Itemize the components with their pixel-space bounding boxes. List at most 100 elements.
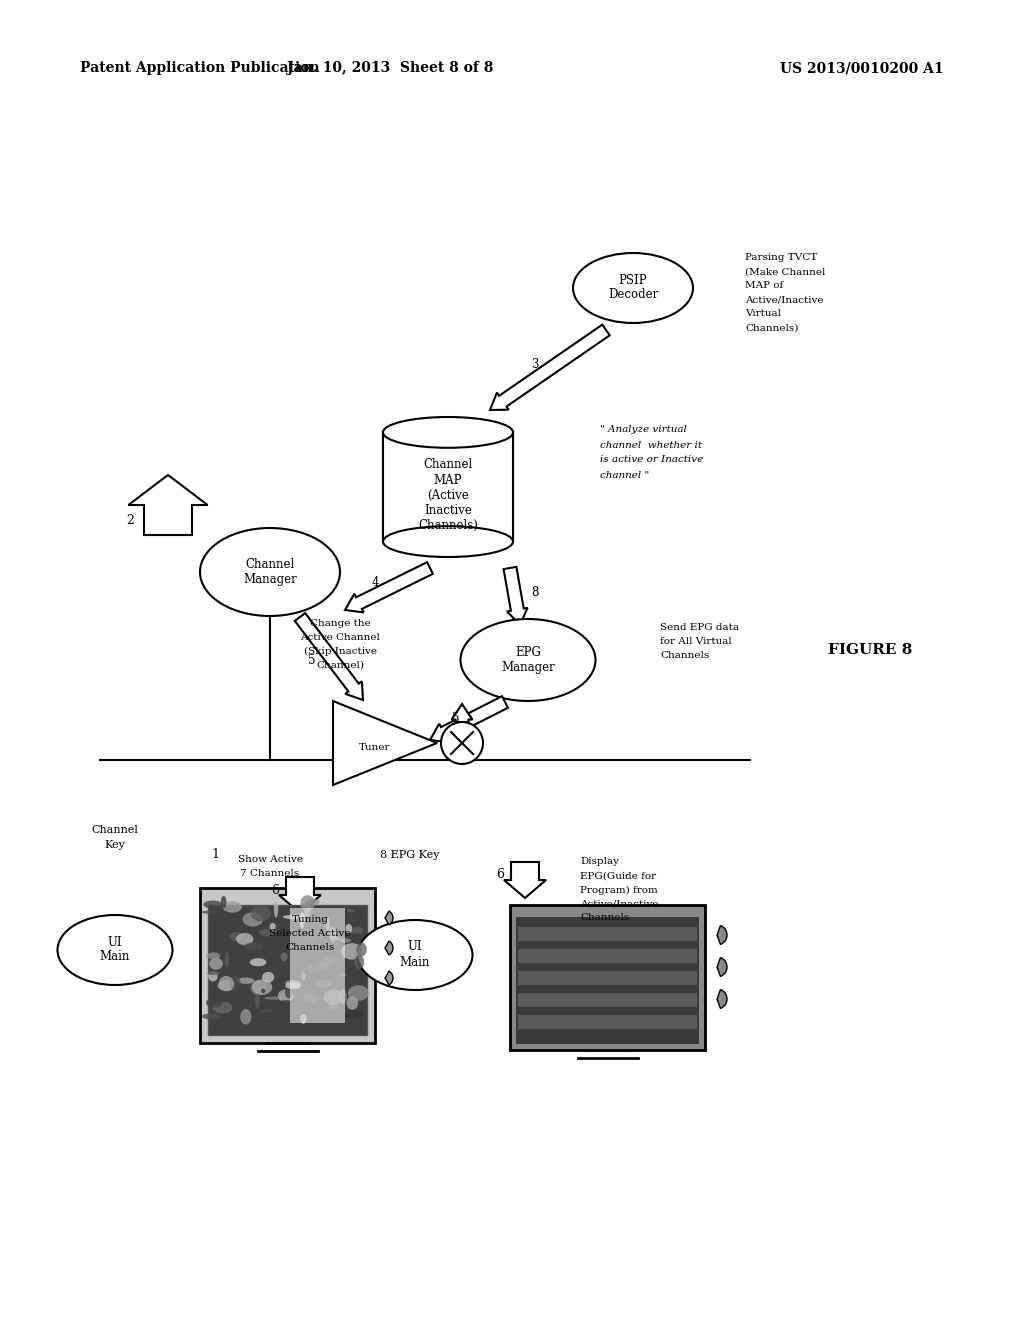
- Ellipse shape: [218, 981, 236, 991]
- Text: Parsing TVCT: Parsing TVCT: [745, 253, 817, 263]
- Ellipse shape: [257, 1008, 274, 1020]
- FancyBboxPatch shape: [518, 972, 697, 985]
- Ellipse shape: [229, 975, 241, 991]
- Text: Active Channel: Active Channel: [300, 632, 380, 642]
- FancyBboxPatch shape: [208, 906, 367, 1035]
- Polygon shape: [128, 475, 208, 535]
- Text: 5: 5: [308, 653, 315, 667]
- Ellipse shape: [300, 1014, 306, 1024]
- Ellipse shape: [244, 942, 263, 950]
- Ellipse shape: [354, 954, 365, 969]
- Text: Channel): Channel): [316, 660, 364, 669]
- Ellipse shape: [286, 1007, 302, 1018]
- Ellipse shape: [312, 946, 319, 952]
- Text: Tuner: Tuner: [359, 743, 391, 752]
- Ellipse shape: [209, 958, 223, 970]
- Text: Main: Main: [399, 956, 430, 969]
- FancyBboxPatch shape: [516, 917, 699, 1044]
- Text: (Skip Inactive: (Skip Inactive: [303, 647, 377, 656]
- Text: Channels: Channels: [660, 652, 710, 660]
- Text: Channel: Channel: [246, 557, 295, 570]
- Ellipse shape: [345, 924, 352, 933]
- Ellipse shape: [329, 927, 336, 941]
- Ellipse shape: [383, 417, 513, 447]
- Ellipse shape: [243, 912, 263, 927]
- Text: " Analyze virtual: " Analyze virtual: [600, 425, 687, 434]
- Text: FIGURE 8: FIGURE 8: [827, 643, 912, 657]
- Text: PSIP: PSIP: [618, 273, 647, 286]
- Ellipse shape: [200, 528, 340, 616]
- Polygon shape: [504, 566, 527, 624]
- Text: Send EPG data: Send EPG data: [660, 623, 739, 632]
- Ellipse shape: [262, 972, 274, 982]
- Wedge shape: [385, 911, 393, 925]
- Text: MAP of: MAP of: [745, 281, 783, 290]
- Wedge shape: [717, 957, 727, 977]
- Ellipse shape: [279, 961, 291, 965]
- Ellipse shape: [339, 989, 347, 1005]
- Text: Jan. 10, 2013  Sheet 8 of 8: Jan. 10, 2013 Sheet 8 of 8: [287, 61, 494, 75]
- Ellipse shape: [202, 911, 217, 913]
- Text: channel  whether it: channel whether it: [600, 441, 702, 450]
- Ellipse shape: [318, 989, 324, 997]
- Text: EPG(Guide for: EPG(Guide for: [580, 871, 656, 880]
- Ellipse shape: [221, 896, 226, 908]
- Ellipse shape: [300, 895, 314, 911]
- Polygon shape: [490, 325, 609, 411]
- FancyBboxPatch shape: [518, 927, 697, 941]
- Ellipse shape: [357, 920, 472, 990]
- Ellipse shape: [356, 942, 367, 957]
- Polygon shape: [279, 876, 321, 913]
- Ellipse shape: [261, 989, 265, 993]
- Ellipse shape: [314, 979, 331, 987]
- Text: US 2013/0010200 A1: US 2013/0010200 A1: [780, 61, 944, 75]
- Ellipse shape: [324, 956, 338, 965]
- Text: Channel: Channel: [91, 825, 138, 836]
- Text: 1: 1: [211, 849, 219, 862]
- Text: Show Active: Show Active: [238, 855, 302, 865]
- Text: Channel: Channel: [423, 458, 473, 471]
- Text: 5: 5: [453, 711, 460, 725]
- Ellipse shape: [331, 931, 336, 942]
- Text: is active or Inactive: is active or Inactive: [600, 455, 703, 465]
- Ellipse shape: [202, 1014, 221, 1019]
- Ellipse shape: [258, 1012, 278, 1018]
- Polygon shape: [345, 562, 433, 612]
- Ellipse shape: [241, 1008, 251, 1024]
- Ellipse shape: [207, 952, 220, 960]
- Text: Change the: Change the: [309, 619, 371, 627]
- Text: 7 Channels: 7 Channels: [241, 870, 300, 879]
- Text: 6: 6: [271, 883, 279, 896]
- Text: Active/Inactive: Active/Inactive: [580, 899, 658, 908]
- Text: Key: Key: [104, 840, 125, 850]
- Ellipse shape: [324, 989, 343, 1005]
- FancyBboxPatch shape: [290, 908, 345, 1023]
- Text: for All Virtual: for All Virtual: [660, 638, 732, 647]
- Text: channel ": channel ": [600, 470, 649, 479]
- Ellipse shape: [341, 942, 362, 960]
- Ellipse shape: [229, 932, 243, 941]
- Ellipse shape: [346, 997, 358, 1010]
- Ellipse shape: [301, 972, 306, 981]
- Text: Selected Active: Selected Active: [269, 929, 351, 939]
- Text: Active/Inactive: Active/Inactive: [745, 296, 823, 305]
- FancyBboxPatch shape: [200, 888, 375, 1043]
- Text: Patent Application Publication: Patent Application Publication: [80, 61, 319, 75]
- Polygon shape: [504, 862, 546, 898]
- Ellipse shape: [286, 979, 301, 986]
- Ellipse shape: [343, 1010, 364, 1019]
- Ellipse shape: [237, 933, 254, 945]
- Ellipse shape: [238, 946, 255, 952]
- FancyBboxPatch shape: [518, 1015, 697, 1030]
- FancyBboxPatch shape: [518, 949, 697, 964]
- Ellipse shape: [441, 722, 483, 764]
- Wedge shape: [717, 990, 727, 1008]
- Text: Channels: Channels: [580, 913, 630, 923]
- Ellipse shape: [237, 978, 254, 983]
- Ellipse shape: [286, 982, 301, 989]
- Text: EPG: EPG: [515, 645, 541, 659]
- Ellipse shape: [326, 916, 330, 931]
- Ellipse shape: [300, 912, 305, 928]
- Ellipse shape: [298, 912, 307, 921]
- Wedge shape: [717, 925, 727, 944]
